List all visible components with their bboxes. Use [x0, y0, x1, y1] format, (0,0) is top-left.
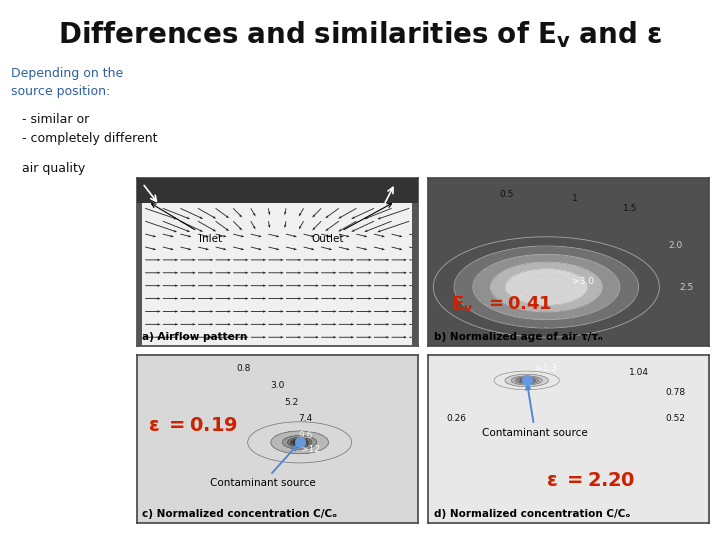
Text: >3.0: >3.0 — [572, 278, 594, 287]
Text: >1.3: >1.3 — [536, 364, 557, 373]
Text: 2.5: 2.5 — [680, 282, 694, 292]
Text: Contaminant source: Contaminant source — [482, 386, 588, 438]
Bar — [412, 204, 418, 346]
Text: d) Normalized concentration C/Cₒ: d) Normalized concentration C/Cₒ — [434, 509, 631, 519]
Text: 0.26: 0.26 — [446, 414, 467, 423]
Text: $\mathbf{\varepsilon\ = 0.19}$: $\mathbf{\varepsilon\ = 0.19}$ — [148, 416, 238, 435]
Text: 5.2: 5.2 — [284, 397, 298, 407]
Text: Inlet: Inlet — [151, 204, 222, 244]
Text: 1: 1 — [572, 194, 577, 203]
Text: 2.0: 2.0 — [668, 241, 683, 249]
Text: - similar or
- completely different: - similar or - completely different — [22, 113, 157, 145]
Text: b) Normalized age of air τ/τₙ: b) Normalized age of air τ/τₙ — [434, 332, 603, 342]
Text: 3.0: 3.0 — [270, 381, 284, 390]
Text: a) Airflow pattern: a) Airflow pattern — [143, 332, 248, 342]
Text: $\mathbf{E_v}$: $\mathbf{E_v}$ — [451, 294, 473, 314]
Text: Outlet: Outlet — [311, 204, 392, 244]
Text: $\mathbf{\varepsilon\ = 2.20}$: $\mathbf{\varepsilon\ = 2.20}$ — [546, 471, 636, 490]
Text: 7.4: 7.4 — [298, 414, 312, 423]
Bar — [137, 204, 143, 346]
Text: 1.5: 1.5 — [624, 204, 638, 213]
Text: 0.52: 0.52 — [665, 414, 685, 423]
Text: $\mathbf{= 0.41}$: $\mathbf{= 0.41}$ — [485, 295, 552, 313]
Text: Depending on the
source position:: Depending on the source position: — [11, 68, 123, 98]
Text: 0.5: 0.5 — [500, 191, 514, 199]
Text: Contaminant source: Contaminant source — [210, 446, 316, 488]
Text: $\mathbf{Differences\ and\ similarities\ of\ E_v\ and\ \varepsilon}$: $\mathbf{Differences\ and\ similarities\… — [58, 19, 662, 50]
Text: air quality: air quality — [22, 162, 85, 175]
Text: 0.8: 0.8 — [236, 364, 251, 373]
Text: 9.6: 9.6 — [298, 431, 312, 440]
Text: c) Normalized concentration C/Cₒ: c) Normalized concentration C/Cₒ — [143, 509, 338, 519]
Text: 1.04: 1.04 — [629, 368, 649, 376]
Bar — [137, 178, 418, 204]
Text: 0.78: 0.78 — [665, 388, 685, 397]
Text: >12: >12 — [302, 444, 320, 454]
